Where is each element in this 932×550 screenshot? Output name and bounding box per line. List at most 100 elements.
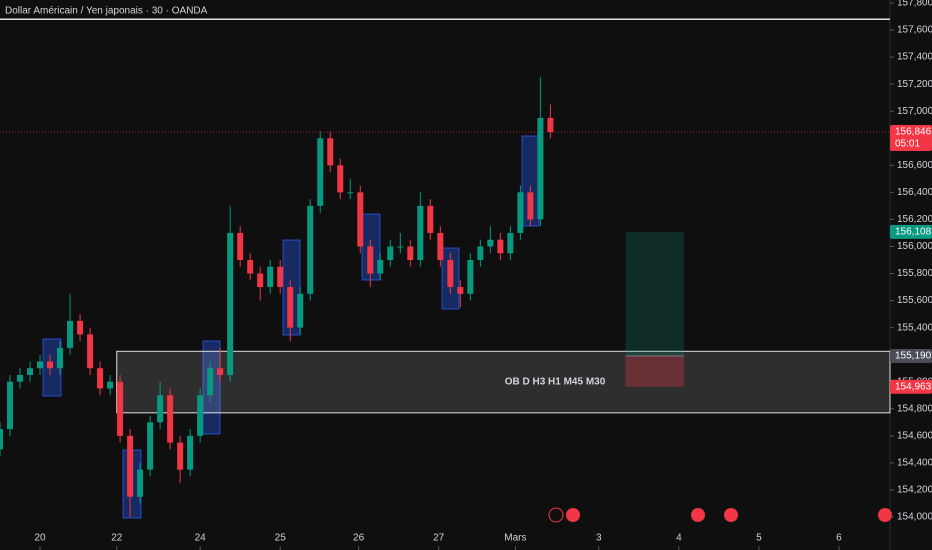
candle-body [7,381,14,430]
candle-body [267,266,274,288]
candle-body [417,205,424,260]
event-icon[interactable] [724,508,738,522]
y-tick-label: 155,400 [897,322,932,333]
candle-body [367,246,374,274]
y-tick-label: 155,800 [897,268,932,279]
x-tick-label: 5 [756,533,762,544]
last-price-tag [890,125,932,152]
candle-body [407,246,414,260]
candle-body [377,259,384,274]
candle-body [507,232,514,254]
candle-body [177,442,184,470]
candle-body [17,374,24,382]
y-tick-label: 157,200 [897,79,932,90]
x-tick-label: Mars [504,533,526,544]
event-icons [548,507,892,523]
entry-price-tag [890,349,932,364]
event-icon[interactable] [548,507,564,523]
y-tick-label: 157,000 [897,106,932,117]
y-tick-label: 154,400 [897,458,932,469]
candle-body [447,259,454,288]
event-icon[interactable] [878,508,892,522]
chart-title: Dollar Américain / Yen japonais · 30 · O… [5,6,208,17]
y-tick-label: 156,400 [897,187,932,198]
candle-body [427,205,434,233]
stop-price-tag [890,379,932,394]
stop-box [625,356,684,387]
candle-body [0,429,3,450]
zone-label: OB D H3 H1 M45 M30 [505,377,606,388]
candle-body [27,368,34,375]
y-tick-label: 157,800 [897,0,932,9]
y-tick-label: 156,000 [897,241,932,252]
last-price-label: 156,846 [895,127,932,138]
candle-body [77,320,84,335]
candle-body [397,246,404,248]
candle-body [217,368,224,375]
candle-body [537,117,544,220]
candle-body [517,192,524,233]
x-tick-label: 24 [195,533,207,544]
candle-body [167,395,174,443]
candle-body [357,192,364,247]
candle-body [67,320,74,348]
x-tick-label: 20 [34,533,46,544]
candle-body [287,287,294,328]
y-tick-label: 156,600 [897,160,932,171]
entry-price-label: 155,190 [895,351,932,362]
event-icon[interactable] [566,508,580,522]
event-icon[interactable] [691,508,705,522]
candle-body [107,381,114,389]
candle-body [477,246,484,260]
candle-body [277,266,284,288]
stop-price-label: 154,963 [895,381,932,392]
candle-body [347,192,354,194]
candle-body [387,246,394,260]
target-price-tag [890,224,932,239]
candle-body [547,117,554,133]
candle-body [207,368,214,396]
x-tick-label: 26 [353,533,365,544]
candle-body [97,368,104,389]
candle-body [47,361,54,369]
candle-body [297,293,304,328]
target-box [625,231,684,357]
candle-body [247,259,254,274]
candle-body [497,239,504,254]
y-tick-label: 154,600 [897,430,932,441]
x-tick-label: 6 [836,533,842,544]
candle-body [117,381,124,436]
candle-body [337,165,344,193]
y-tick-label: 155,600 [897,295,932,306]
y-tick-label: 154,200 [897,485,932,496]
zone-box [116,350,891,414]
candle-body [147,422,154,470]
candle-body [87,334,94,369]
y-tick-label: 154,800 [897,403,932,414]
candle-body [487,239,494,247]
candle-body [227,232,234,375]
x-tick-label: 22 [111,533,123,544]
candle-body [467,259,474,294]
candle-body [437,232,444,260]
y-tick-label: 156,200 [897,214,932,225]
candle-body [257,273,264,288]
candle-body [197,395,204,436]
candle-body [317,138,324,206]
candle-body [57,347,64,369]
candle-body [307,205,314,294]
y-tick-label: 157,600 [897,25,932,36]
candle-body [157,395,164,423]
candle-body [127,435,134,497]
candle-body [327,138,334,166]
y-tick-label: 154,000 [897,512,932,523]
candle-body [137,469,144,497]
y-tick-label: 157,400 [897,52,932,63]
candle-body [527,192,534,220]
candle-body [457,287,464,294]
x-tick-label: 4 [676,533,682,544]
candle-body [187,435,194,470]
x-tick-label: 3 [596,533,602,544]
target-price-label: 156,108 [895,226,932,237]
